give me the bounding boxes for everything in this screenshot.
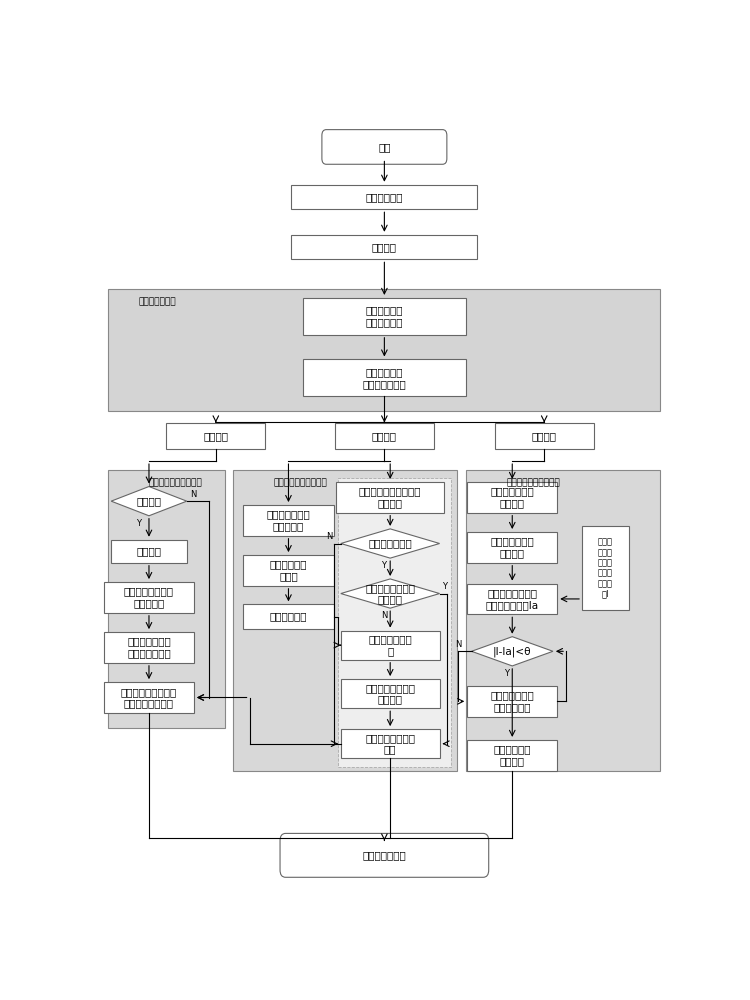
Text: 输入遥感影像: 输入遥感影像 <box>366 192 404 202</box>
Text: N: N <box>455 640 462 649</box>
Polygon shape <box>472 637 553 666</box>
Text: 计算射线与多边形
交点个数: 计算射线与多边形 交点个数 <box>365 683 416 704</box>
Bar <box>303 298 466 335</box>
Bar <box>467 584 557 614</box>
Bar <box>291 185 477 209</box>
Text: 点状地物: 点状地物 <box>532 431 556 441</box>
Text: Y: Y <box>382 561 386 570</box>
Bar <box>104 632 194 663</box>
Bar <box>291 235 477 259</box>
Bar <box>467 482 557 513</box>
Text: 亚像元中心在边界
和顶点上: 亚像元中心在边界 和顶点上 <box>365 583 416 604</box>
Text: N: N <box>382 611 388 620</box>
Bar <box>108 470 224 728</box>
Polygon shape <box>340 579 439 608</box>
FancyBboxPatch shape <box>322 130 447 164</box>
Bar <box>303 359 466 396</box>
Text: 混合像元: 混合像元 <box>136 496 161 506</box>
Text: 计算局部窗口内亚
像元的莫兰指数Ia: 计算局部窗口内亚 像元的莫兰指数Ia <box>486 588 538 610</box>
Bar <box>466 470 661 771</box>
Text: 获取边界多边形的最小
外界矩形: 获取边界多边形的最小 外界矩形 <box>359 487 422 508</box>
Text: Y: Y <box>136 519 141 528</box>
Text: 线状地物: 线状地物 <box>203 431 228 441</box>
Text: 模板匹配: 模板匹配 <box>136 546 161 556</box>
Text: Y: Y <box>442 582 448 591</box>
Text: 计算局
部窗口
内分数
影像的
莫兰指
数I: 计算局 部窗口 内分数 影像的 莫兰指 数I <box>598 538 613 599</box>
Bar <box>108 289 661 411</box>
Bar <box>166 423 266 449</box>
Text: 亚像元制图结果: 亚像元制图结果 <box>362 850 407 860</box>
Text: 构件初始边界
多边形: 构件初始边界 多边形 <box>270 560 308 581</box>
Bar <box>104 582 194 613</box>
Bar <box>495 423 594 449</box>
Text: 边界拓扑调整: 边界拓扑调整 <box>270 612 308 622</box>
Text: 点状地物的空间
分布模式: 点状地物的空间 分布模式 <box>490 537 534 558</box>
Bar <box>467 532 557 563</box>
Text: 地物类型的划分: 地物类型的划分 <box>139 297 176 306</box>
Text: 是否为混合像元: 是否为混合像元 <box>368 538 412 548</box>
Text: N: N <box>190 490 196 499</box>
Text: 开始: 开始 <box>378 142 391 152</box>
Text: Y: Y <box>503 669 509 678</box>
Bar <box>467 686 557 717</box>
Bar <box>335 423 433 449</box>
Text: 点状亚像元的
空间分布: 点状亚像元的 空间分布 <box>494 744 531 766</box>
Bar <box>338 478 452 767</box>
Bar <box>244 505 334 536</box>
Text: 区域生长模型
对地进行分割: 区域生长模型 对地进行分割 <box>366 306 404 327</box>
Text: 计算亚像元与模板
的最短距离: 计算亚像元与模板 的最短距离 <box>124 587 174 608</box>
Bar <box>340 679 439 708</box>
Text: 画射线并选择一
条: 画射线并选择一 条 <box>368 634 412 656</box>
Text: 面状地物: 面状地物 <box>372 431 397 441</box>
Text: 确定每条线段的
长度和位置: 确定每条线段的 长度和位置 <box>266 510 310 531</box>
Bar <box>337 482 444 513</box>
Text: 根据模板与亚像元距
离模板的距离制图: 根据模板与亚像元距 离模板的距离制图 <box>121 687 177 708</box>
Text: 线状地物的亚像元制图: 线状地物的亚像元制图 <box>149 478 202 487</box>
Bar <box>244 555 334 586</box>
Text: 分数影像: 分数影像 <box>372 242 397 252</box>
Text: 对亚像元与模板
的最短距离排序: 对亚像元与模板 的最短距离排序 <box>127 637 171 658</box>
Text: 初始点状地物的
空间分布: 初始点状地物的 空间分布 <box>490 487 534 508</box>
Bar <box>244 604 334 629</box>
Bar <box>582 526 628 610</box>
Text: 随机改变点状地
物的空间分布: 随机改变点状地 物的空间分布 <box>490 691 534 712</box>
Bar <box>104 682 194 713</box>
Bar <box>467 740 557 771</box>
Bar <box>340 631 439 660</box>
Text: |I-Ia|<θ: |I-Ia|<θ <box>493 646 532 657</box>
Text: 赋予类别属性给亚
像元: 赋予类别属性给亚 像元 <box>365 733 416 754</box>
Text: 点状地物的亚像元制图: 点状地物的亚像元制图 <box>506 478 560 487</box>
Text: 计算各区域的
形状指密度指数: 计算各区域的 形状指密度指数 <box>362 367 407 389</box>
Polygon shape <box>340 529 439 558</box>
FancyBboxPatch shape <box>280 833 489 877</box>
Text: N: N <box>326 532 333 541</box>
Text: 面状地物的亚像元制图: 面状地物的亚像元制图 <box>274 478 328 487</box>
Bar <box>340 729 439 758</box>
Bar <box>111 540 187 563</box>
Polygon shape <box>111 487 187 516</box>
Bar <box>233 470 457 771</box>
